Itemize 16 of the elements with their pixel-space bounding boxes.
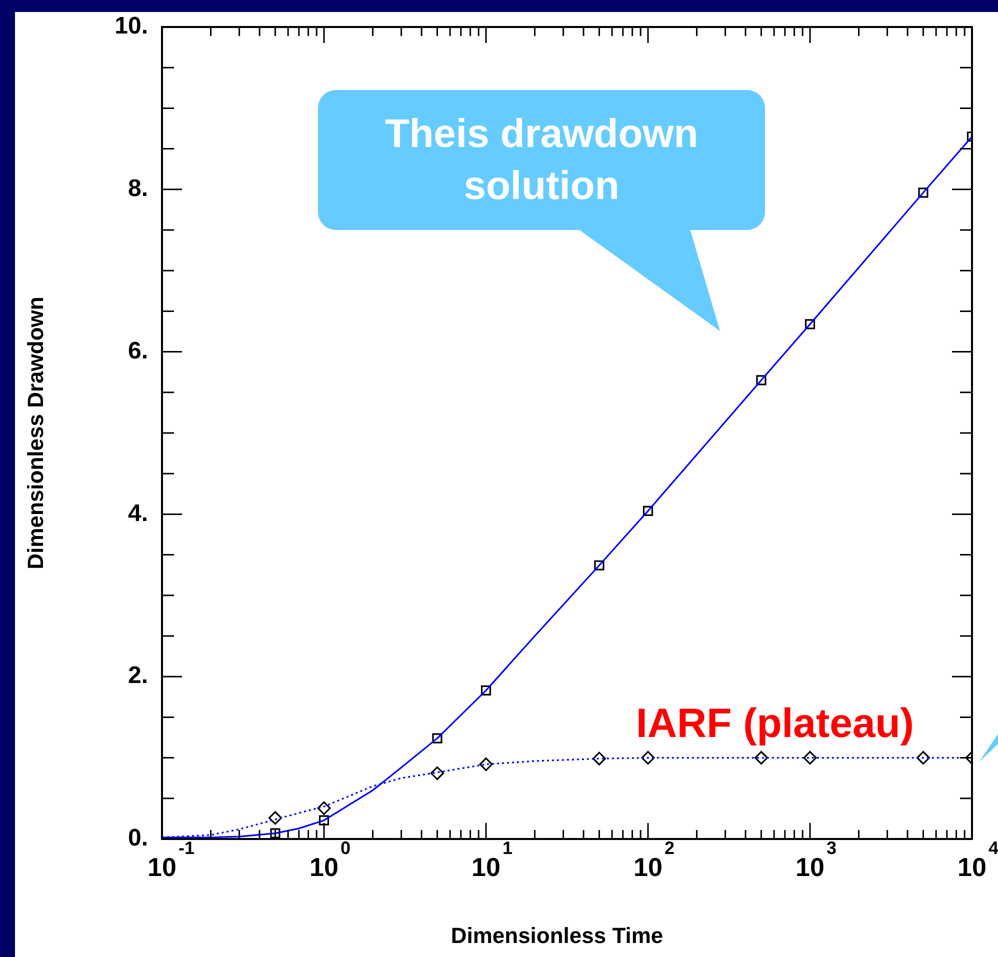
annotation: IARF (plateau) (635, 700, 915, 747)
x-tick-label: 103 (796, 838, 836, 882)
x-tick-label: 100 (310, 838, 350, 882)
y-axis-title: Dimensionless Drawdown (23, 296, 48, 570)
y-tick-label: 2. (128, 662, 148, 690)
y-tick-label: 10. (114, 12, 148, 40)
x-tick-label: 101 (472, 838, 512, 882)
x-axis-title: Dimensionless Time (450, 923, 664, 948)
x-tick-label: 102 (634, 838, 674, 882)
y-tick-label: 4. (128, 500, 148, 527)
x-tick-label: 10-1 (148, 838, 194, 882)
y-tick-label: 6. (128, 337, 148, 364)
annotation: Theis drawdown solution (384, 111, 700, 210)
y-tick-label: 0. (128, 824, 148, 852)
x-tick-label: 104 (958, 838, 998, 882)
y-tick-label: 8. (128, 175, 148, 202)
